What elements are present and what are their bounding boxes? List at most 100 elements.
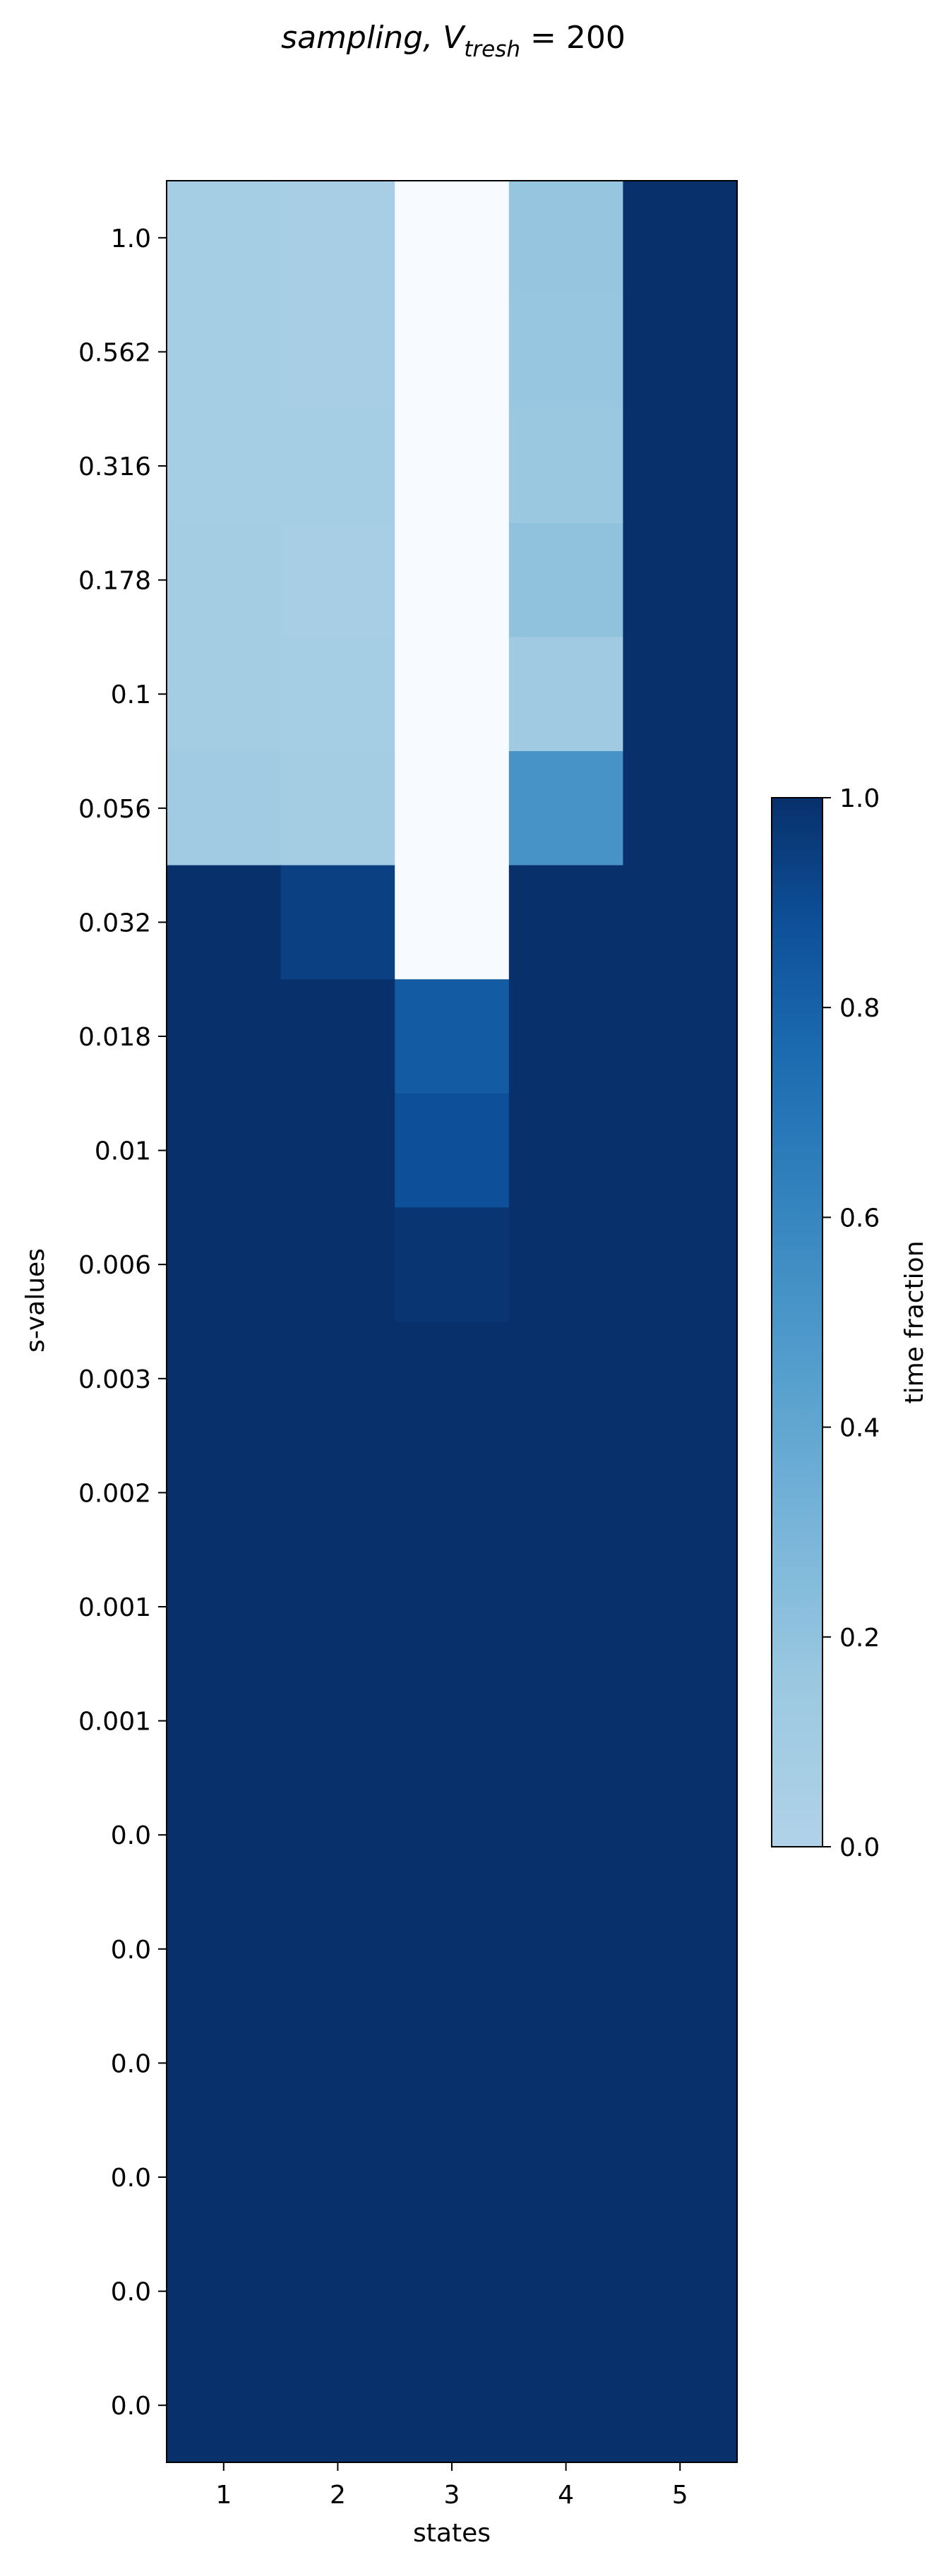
heatmap-cell — [395, 979, 510, 1094]
y-axis-label: s-values — [21, 1248, 50, 1353]
heatmap-cell — [280, 865, 395, 980]
heatmap-cell — [395, 1550, 510, 1665]
heatmap-cell — [623, 522, 738, 637]
heatmap-cell — [508, 1435, 623, 1550]
heatmap-cell — [395, 865, 510, 980]
heatmap-cell — [280, 1207, 395, 1322]
heatmap-cell — [395, 2006, 510, 2121]
title-equality: = 200 — [520, 20, 626, 56]
colorbar-frame — [771, 797, 823, 1847]
heatmap-cell — [508, 2120, 623, 2235]
heatmap-cell — [623, 2120, 738, 2235]
heatmap-cell — [395, 2120, 510, 2235]
heatmap-cell — [508, 979, 623, 1094]
heatmap-cell — [623, 1207, 738, 1322]
y-tick-label: 0.178 — [78, 567, 151, 596]
heatmap-cell — [623, 1550, 738, 1665]
heatmap-cell — [623, 294, 738, 409]
heatmap-cell — [167, 522, 282, 637]
heatmap-cell — [280, 1663, 395, 1778]
y-tick-label: 0.018 — [78, 1023, 151, 1052]
heatmap-cell — [623, 1093, 738, 1208]
heatmap-cell — [167, 2234, 282, 2349]
colorbar-ticks: 0.0 0.2 0.4 0.6 0.8 1.0 — [823, 784, 880, 1862]
heatmap-cell — [280, 294, 395, 409]
colorbar-tick-label: 0.6 — [839, 1204, 880, 1233]
heatmap-cell — [167, 181, 282, 296]
heatmap-cell — [623, 1435, 738, 1550]
heatmap-cell — [623, 2234, 738, 2349]
y-tick-label: 0.032 — [78, 909, 151, 937]
heatmap-cell — [508, 1892, 623, 2007]
heatmap-cell — [395, 1093, 510, 1208]
heatmap-cell — [623, 865, 738, 980]
heatmap-cell — [508, 522, 623, 637]
heatmap-cell — [623, 1778, 738, 1893]
heatmap-cells — [167, 181, 738, 2463]
heatmap-cell — [508, 294, 623, 409]
y-tick-label: 0.0 — [111, 2278, 151, 2307]
heatmap-cell — [280, 2006, 395, 2121]
heatmap-cell — [395, 2234, 510, 2349]
y-tick-label: 0.1 — [111, 681, 151, 709]
heatmap-cell — [395, 637, 510, 752]
heatmap-cell — [167, 1322, 282, 1437]
x-tick-label: 5 — [672, 2481, 688, 2510]
heatmap-cell — [280, 637, 395, 752]
heatmap-cell — [280, 1550, 395, 1665]
title-prefix: sampling, — [281, 20, 443, 56]
heatmap-cell — [280, 1093, 395, 1208]
x-axis-label: states — [413, 2519, 491, 2548]
heatmap-cell — [623, 2006, 738, 2121]
x-tick-label: 1 — [215, 2481, 232, 2510]
heatmap-cell — [395, 1663, 510, 1778]
heatmap-cell — [623, 181, 738, 296]
y-tick-label: 0.006 — [78, 1251, 151, 1280]
chart-title: sampling, Vtresh = 200 — [281, 20, 626, 62]
heatmap-cell — [623, 1663, 738, 1778]
title-subscript: tresh — [464, 37, 520, 62]
heatmap-cell — [167, 2120, 282, 2235]
colorbar-tick-label: 0.8 — [839, 994, 880, 1023]
heatmap-cell — [280, 1892, 395, 2007]
heatmap-cell — [508, 1663, 623, 1778]
heatmap-cell — [623, 2348, 738, 2463]
colorbar-label: time fraction — [900, 1240, 929, 1403]
x-tick-label: 3 — [444, 2481, 460, 2510]
heatmap-cell — [167, 637, 282, 752]
heatmap-cell — [395, 1435, 510, 1550]
heatmap-cell — [280, 409, 395, 524]
x-tick-label: 2 — [330, 2481, 346, 2510]
heatmap-cell — [395, 522, 510, 637]
heatmap-cell — [508, 1778, 623, 1893]
y-tick-label: 1.0 — [111, 224, 151, 253]
y-tick-label: 0.001 — [78, 1593, 151, 1622]
heatmap-cell — [508, 865, 623, 980]
heatmap-cell — [167, 1435, 282, 1550]
heatmap-cell — [167, 294, 282, 409]
heatmap-cell — [395, 1322, 510, 1437]
x-tick-label: 4 — [558, 2481, 574, 2510]
y-tick-label: 0.002 — [78, 1479, 151, 1508]
y-tick-label: 0.003 — [78, 1365, 151, 1394]
y-tick-label: 0.001 — [78, 1708, 151, 1737]
heatmap-cell — [280, 1322, 395, 1437]
heatmap-cell — [280, 2348, 395, 2463]
heatmap-cell — [280, 181, 395, 296]
y-tick-label: 0.01 — [95, 1137, 151, 1166]
heatmap-cell — [395, 1778, 510, 1893]
heatmap-cell — [167, 1207, 282, 1322]
heatmap-cell — [167, 751, 282, 866]
heatmap-cell — [395, 409, 510, 524]
heatmap-cell — [508, 2006, 623, 2121]
heatmap-cell — [508, 409, 623, 524]
heatmap-cell — [508, 1550, 623, 1665]
heatmap-cell — [623, 1892, 738, 2007]
heatmap-cell — [623, 979, 738, 1094]
heatmap-cell — [280, 522, 395, 637]
heatmap-cell — [167, 865, 282, 980]
y-tick-label: 0.562 — [78, 338, 151, 367]
heatmap-cell — [508, 1207, 623, 1322]
heatmap-cell — [395, 181, 510, 296]
heatmap-cell — [508, 1322, 623, 1437]
